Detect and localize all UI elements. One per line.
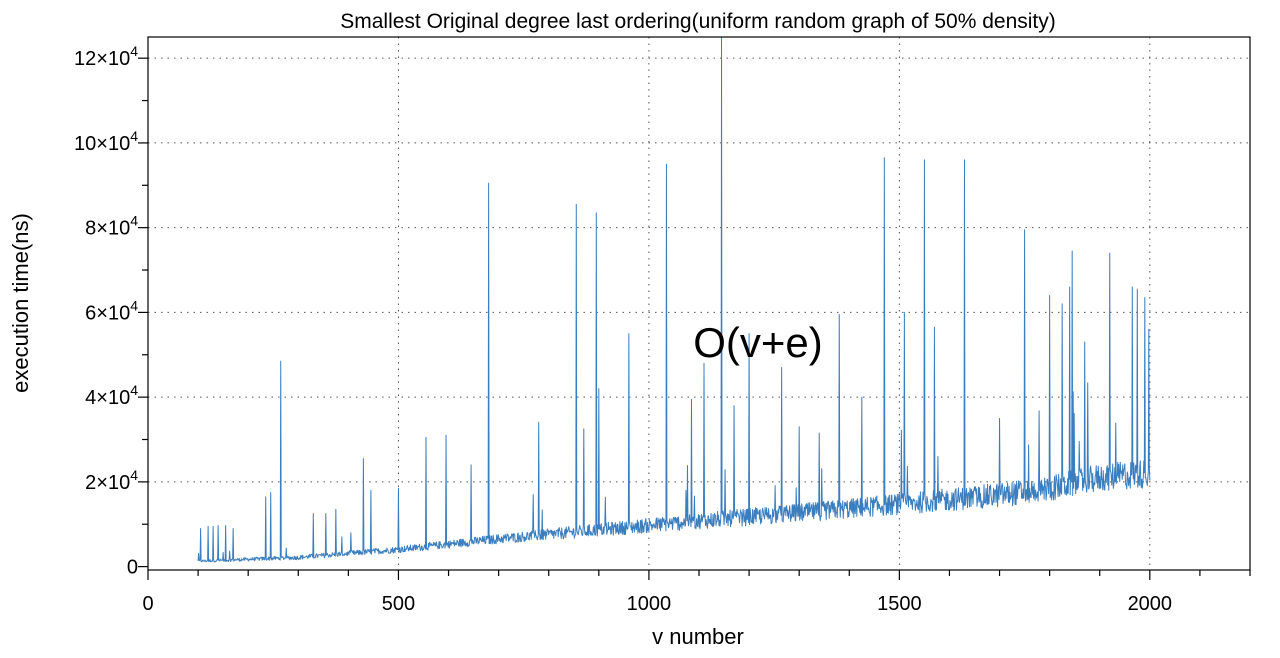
y-tick-label: 8×104	[85, 213, 138, 240]
series-layer	[197, 37, 1151, 563]
grid-layer	[148, 37, 1250, 570]
y-tick-label: 0	[127, 557, 138, 579]
y-tick-label: 6×104	[85, 297, 138, 324]
y-tick-label: 2×104	[85, 467, 138, 494]
x-tick-label: 1000	[627, 593, 672, 615]
axes-layer: 0 500 1000 1500 2000 0 2×104 4×104 6×104 8×104 10×…	[74, 36, 1251, 615]
y-tick-label: 10×104	[74, 128, 138, 155]
x-tick-label: 1500	[877, 593, 922, 615]
x-axis-title: v number	[652, 624, 744, 649]
series-line	[197, 37, 1151, 563]
x-tick-label: 500	[382, 593, 415, 615]
y-tick-label: 4×104	[85, 382, 138, 409]
annotation-complexity: O(v+e)	[693, 319, 823, 366]
y-axis-title: execution time(ns)	[8, 213, 33, 393]
chart-title: Smallest Original degree last ordering(u…	[340, 10, 1056, 33]
x-tick-label: 0	[142, 593, 153, 615]
y-tick-label: 12×104	[74, 43, 138, 70]
plot-frame	[147, 36, 1251, 571]
x-tick-label: 2000	[1128, 593, 1173, 615]
